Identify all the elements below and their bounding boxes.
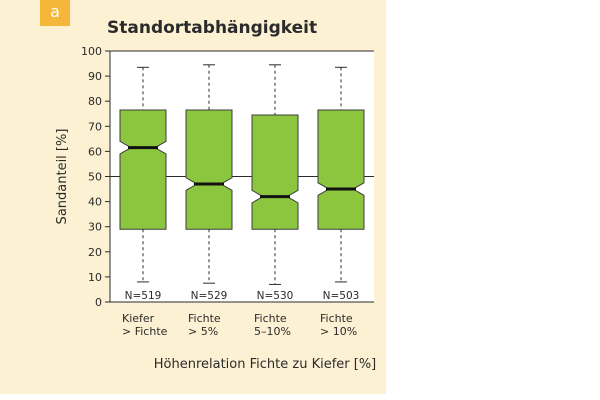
panel-letter-badge: a <box>40 0 70 26</box>
y-tick-label: 40 <box>88 196 102 209</box>
category-label: Kiefer <box>122 312 155 325</box>
y-tick-label: 50 <box>88 171 102 184</box>
y-axis-title: Sandanteil [%] <box>55 129 70 225</box>
y-tick-label: 30 <box>88 221 102 234</box>
notched-box <box>317 109 365 230</box>
n-count-label: N=519 <box>125 290 162 302</box>
category-label: > Fichte <box>122 325 168 338</box>
category-label: Fichte <box>188 312 221 325</box>
category-label: 5–10% <box>254 325 291 338</box>
y-tick-label: 10 <box>88 271 102 284</box>
category-label: > 10% <box>320 325 357 338</box>
n-count-label: N=530 <box>257 290 294 302</box>
category-label: > 5% <box>188 325 218 338</box>
notched-box <box>119 109 167 230</box>
category-label: Fichte <box>320 312 353 325</box>
y-tick-label: 0 <box>95 296 102 309</box>
n-count-label: N=503 <box>323 290 360 302</box>
y-tick-label: 100 <box>81 45 102 58</box>
y-tick-label: 20 <box>88 246 102 259</box>
category-label: Fichte <box>254 312 287 325</box>
y-tick-label: 60 <box>88 145 102 158</box>
y-tick-label: 90 <box>88 70 102 83</box>
x-axis-title: Höhenrelation Fichte zu Kiefer [%] <box>154 357 377 372</box>
y-tick-label: 80 <box>88 95 102 108</box>
notched-box <box>251 114 299 230</box>
chart-title: Standortabhängigkeit <box>107 18 318 38</box>
n-count-label: N=529 <box>191 290 228 302</box>
y-tick-label: 70 <box>88 120 102 133</box>
notched-box <box>185 109 233 230</box>
